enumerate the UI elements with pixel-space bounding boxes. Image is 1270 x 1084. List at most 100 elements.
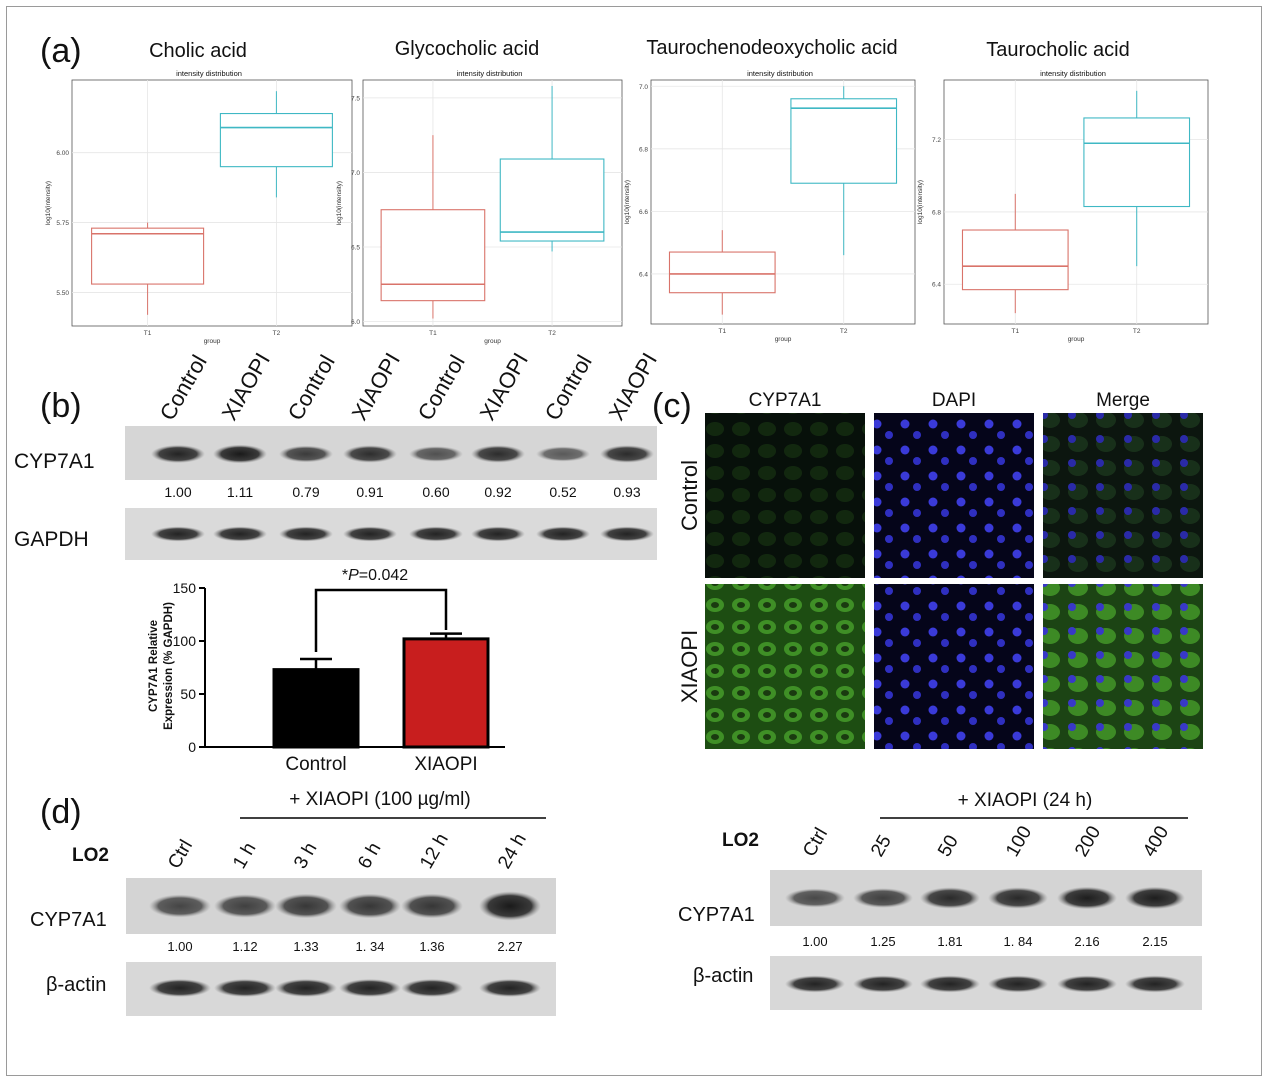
band-gapdh-b (536, 526, 590, 542)
xtick-label: T2 (273, 330, 281, 337)
band-actin-right (853, 975, 913, 993)
ytick-label: 6.4 (639, 271, 648, 278)
ytick-label: 6.6 (639, 209, 648, 216)
xaxis-label: group (1068, 336, 1085, 343)
bar-ylabel-line2: Expression (% GAPDH) (163, 602, 175, 730)
boxplot-title-2: Glycocholic acid (395, 38, 540, 60)
lane-label-left-3: 3 h (290, 839, 321, 872)
band-cyp7a1-left (275, 893, 337, 919)
box-T2 (1083, 117, 1191, 208)
lane-label-right-3: 50 (934, 832, 963, 861)
ytick-label: 6.00 (56, 150, 69, 157)
density-b-3: 0.79 (292, 484, 319, 500)
row-label-actin-left: β-actin (46, 974, 106, 996)
xaxis-label: group (204, 338, 221, 345)
boxplot-title-3: Taurochenodeoxycholic acid (646, 37, 897, 59)
xtick-label: T1 (144, 330, 152, 337)
lane-label-right-6: 400 (1139, 823, 1173, 861)
lane-label-left-2: 1 h (229, 839, 260, 872)
xtick-label: T2 (840, 328, 848, 335)
xtick-label: T1 (718, 328, 726, 335)
band-cyp7a1-b (409, 446, 463, 462)
micrograph-control-cyp7a1 (705, 413, 865, 578)
micrograph-xiaopi-cyp7a1 (705, 584, 865, 749)
density-left-2: 1.12 (232, 939, 257, 954)
bar-ylabel-line1: CYP7A1 Relative (148, 620, 160, 712)
band-actin-right (785, 975, 845, 993)
lane-label-b-5: Control (413, 351, 470, 425)
micrograph-control-merge (1043, 413, 1203, 578)
panel-b-label: (b) (40, 387, 82, 425)
yaxis-label: log10(intensity) (45, 181, 52, 225)
row-label-cyp7a1-b: CYP7A1 (14, 450, 95, 473)
box-T2 (790, 98, 898, 184)
panel-d-label: (d) (40, 793, 82, 831)
band-cyp7a1-b (343, 445, 397, 463)
density-right-1: 1.00 (802, 934, 827, 949)
cell-line-label-left: LO2 (72, 845, 109, 866)
density-right-2: 1.25 (870, 934, 895, 949)
boxplot-subtitle-3: intensity distribution (747, 69, 813, 78)
row-label-cyp7a1-right: CYP7A1 (678, 904, 755, 926)
box-T1 (380, 209, 486, 302)
box-T2 (219, 112, 333, 168)
xtick-label: T2 (548, 330, 556, 337)
density-left-5: 1.36 (419, 939, 444, 954)
lane-label-right-4: 100 (1002, 823, 1036, 861)
ytick-label: 7.5 (351, 95, 360, 102)
lane-label-right-5: 200 (1071, 823, 1105, 861)
band-actin-left (214, 979, 276, 997)
ytick-label: 7.0 (351, 170, 360, 177)
row-label-gapdh-b: GAPDH (14, 528, 89, 551)
xaxis-label: group (484, 338, 501, 345)
if-column-label-1: CYP7A1 (749, 390, 822, 411)
density-right-6: 2.15 (1142, 934, 1167, 949)
band-cyp7a1-right (1125, 886, 1185, 910)
density-right-4: 1. 84 (1004, 934, 1033, 949)
lane-label-left-4: 6 h (354, 839, 385, 872)
band-cyp7a1-left (214, 894, 276, 918)
pvalue-label: *P=0.042 (342, 567, 408, 584)
density-left-4: 1. 34 (356, 939, 385, 954)
ytick-label: 7.2 (932, 137, 941, 144)
band-cyp7a1-right (988, 887, 1048, 909)
boxplot-subtitle-1: intensity distribution (176, 69, 242, 78)
yaxis-label: log10(intensity) (336, 181, 343, 225)
ytick-label: 6.8 (932, 209, 941, 216)
row-label-cyp7a1-left: CYP7A1 (30, 909, 107, 931)
ytick-label: 6.4 (932, 282, 941, 289)
band-cyp7a1-b (536, 446, 590, 462)
density-b-1: 1.00 (164, 484, 191, 500)
bar-ytick-label: 100 (173, 633, 197, 649)
band-actin-right (1125, 975, 1185, 993)
lane-label-right-2: 25 (867, 832, 896, 861)
density-left-6: 2.27 (497, 939, 522, 954)
panel-c-label: (c) (652, 387, 692, 425)
band-cyp7a1-right (1057, 886, 1117, 910)
band-gapdh-b (151, 526, 205, 542)
band-cyp7a1-left (339, 893, 401, 919)
ytick-label: 6.5 (351, 244, 360, 251)
xtick-label: T1 (429, 330, 437, 337)
lane-label-b-2: XIAOPI (217, 348, 275, 424)
band-actin-right (1057, 975, 1117, 993)
figure-frame (6, 6, 1262, 1076)
lane-label-right-1: Ctrl (799, 824, 832, 860)
band-actin-left (149, 979, 211, 997)
density-b-2: 1.11 (227, 484, 253, 500)
bar-category-label: Control (285, 754, 346, 775)
boxplot-subtitle-4: intensity distribution (1040, 69, 1106, 78)
lane-label-left-6: 24 h (494, 830, 531, 873)
ytick-label: 6.0 (351, 319, 360, 326)
band-actin-left (275, 979, 337, 997)
density-b-6: 0.92 (484, 484, 511, 500)
band-actin-left (479, 979, 541, 997)
band-actin-right (920, 975, 980, 993)
boxplot-title-4: Taurocholic acid (986, 39, 1129, 61)
band-actin-left (339, 979, 401, 997)
ytick-label: 6.8 (639, 146, 648, 153)
band-cyp7a1-b (151, 445, 205, 463)
if-row-label-2: XIAOPI (677, 630, 702, 703)
band-gapdh-b (279, 526, 333, 542)
micrograph-control-dapi (874, 413, 1034, 578)
